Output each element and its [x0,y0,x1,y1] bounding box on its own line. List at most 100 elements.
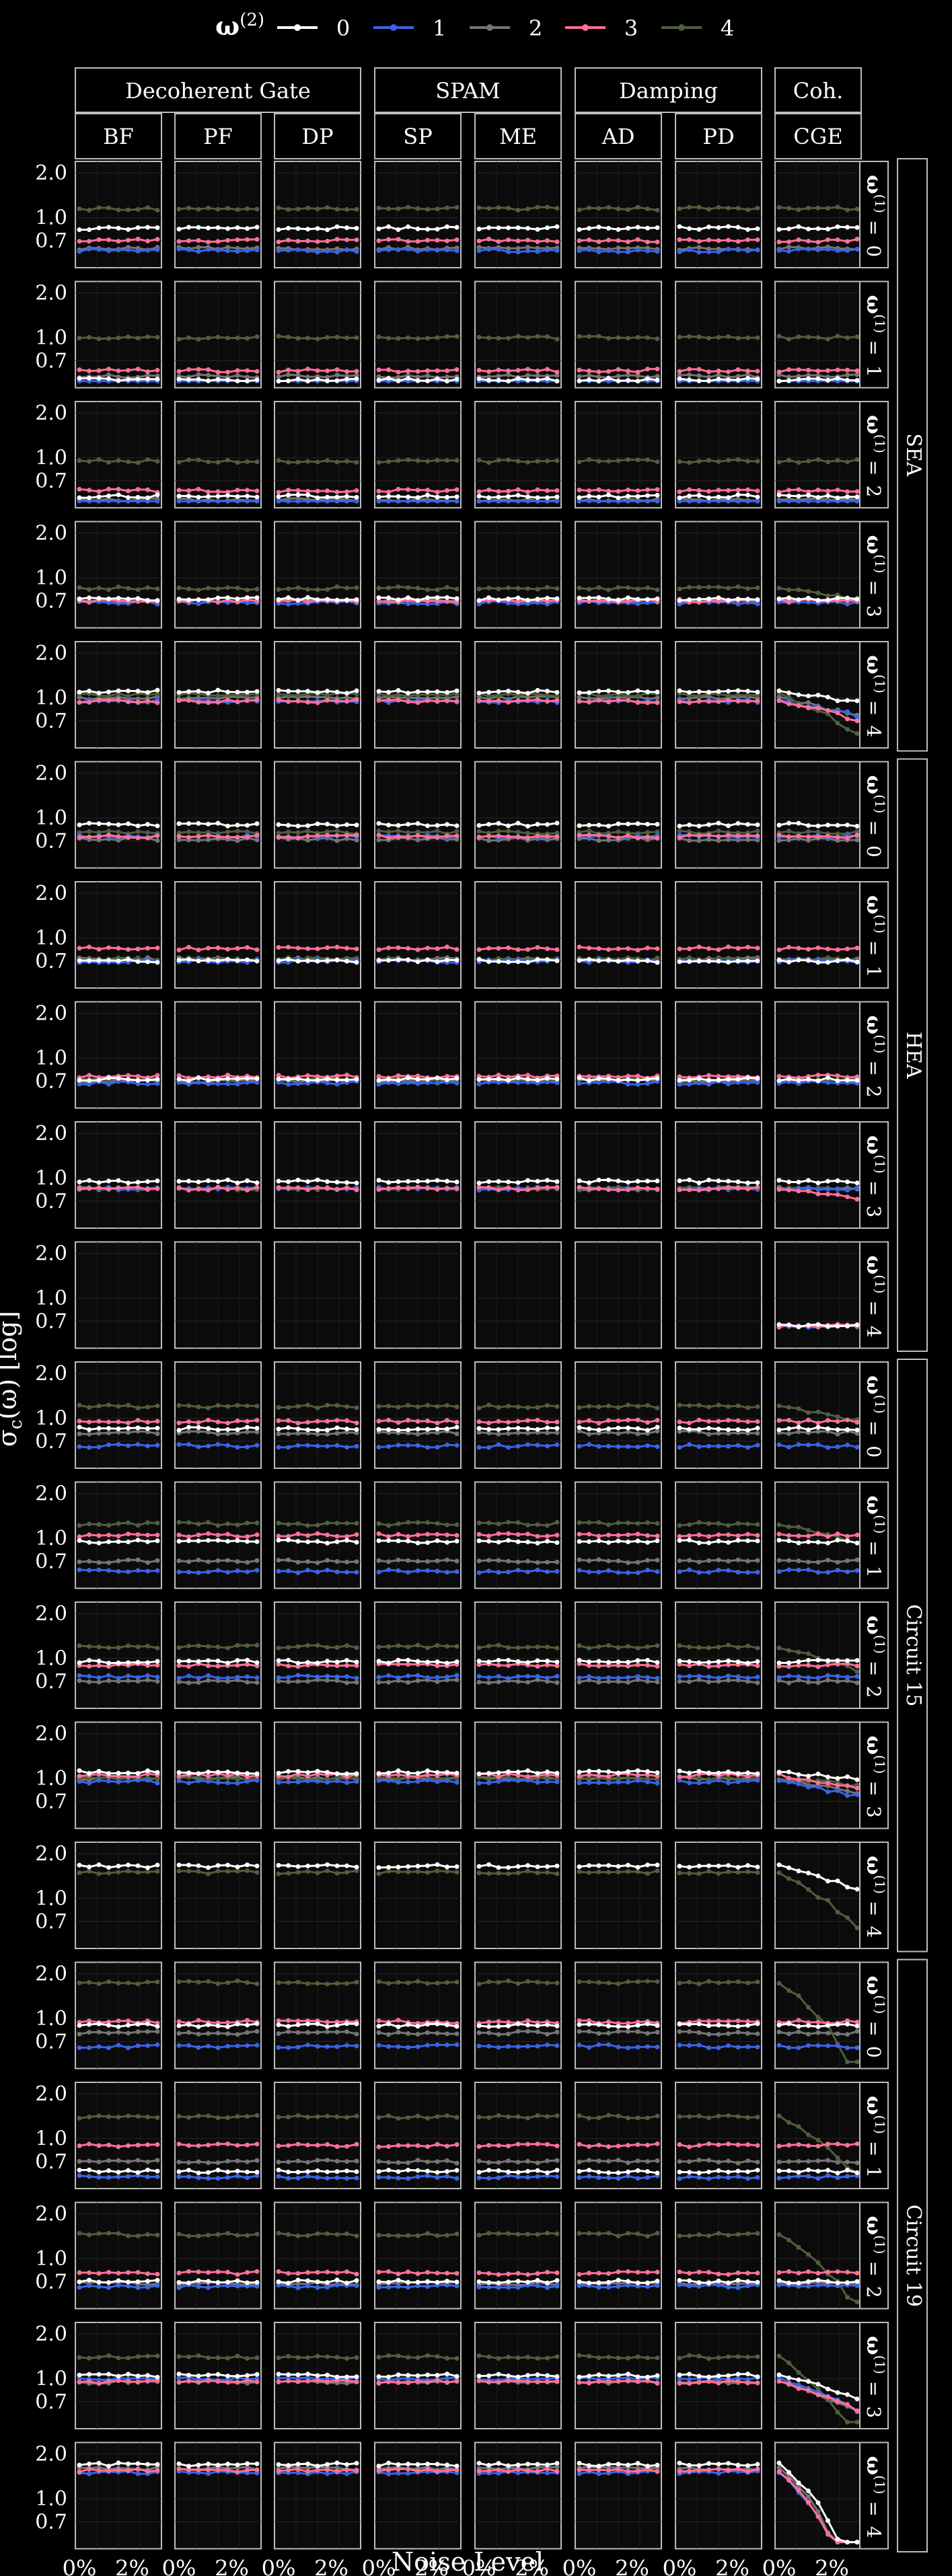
series-point-4 [425,587,430,593]
series-point-3 [415,1418,420,1424]
series-point-4 [344,585,349,591]
series-point-3 [215,1532,221,1538]
series-point-1 [496,498,501,504]
series-point-0 [295,1076,301,1082]
series-point-4 [276,458,281,463]
panel [675,280,762,389]
series-point-1 [406,1443,410,1448]
series-point-3 [305,599,310,605]
series-point-1 [245,601,250,606]
series-point-0 [235,225,240,231]
series-point-2 [696,838,702,843]
series-point-3 [554,1184,560,1190]
series-point-0 [87,1540,91,1545]
series-point-0 [645,1077,650,1082]
series-point-4 [596,459,601,464]
series-point-0 [776,1078,782,1084]
series-point-0 [196,1179,201,1184]
series-point-3 [545,1420,550,1425]
series-point-0 [745,492,750,498]
series-point-1 [354,249,359,254]
series-point-0 [176,821,182,827]
series-point-1 [735,601,741,607]
series-point-0 [425,227,430,232]
panels: 2.01.00.72.01.00.72.01.00.72.01.00.72.01… [35,161,862,2550]
series-point-1 [716,498,721,504]
series-point-1 [435,1445,440,1450]
series-point-3 [706,237,711,243]
series-point-1 [515,250,521,255]
series-point-0 [545,1425,550,1431]
series-point-1 [186,1442,191,1447]
series-point-3 [254,369,260,374]
series-point-0 [155,1425,160,1431]
series-point-3 [655,239,660,245]
series-point-3 [106,1186,111,1192]
series-point-3 [376,1187,381,1192]
series-point-0 [376,1178,381,1183]
series-point-3 [415,1073,420,1079]
series-point-1 [706,1443,711,1449]
series-point-0 [554,821,560,826]
series-point-0 [726,1077,731,1082]
series-point-1 [106,1442,111,1447]
series-point-3 [554,239,560,244]
column-label: PF [203,124,233,149]
series-point-4 [755,459,760,464]
series-point-4 [354,335,359,340]
series-point-1 [155,498,160,504]
series-point-3 [716,1073,721,1079]
series-point-0 [176,690,182,695]
series-point-4 [295,1521,301,1526]
series-point-0 [806,1178,811,1183]
series-point-3 [116,697,121,702]
series-point-4 [186,205,191,211]
series-point-3 [396,1185,401,1190]
series-point-0 [215,595,221,601]
series-point-4 [815,205,821,211]
series-point-3 [815,834,821,839]
series-point-1 [176,498,182,504]
series-point-0 [276,379,281,384]
series-point-3 [606,1418,611,1423]
series-point-0 [126,597,131,602]
series-point-3 [486,369,491,375]
series-point-4 [835,334,840,339]
series-point-4 [415,1404,420,1410]
series-point-3 [196,947,201,952]
series-point-0 [545,822,550,827]
series-point-3 [116,239,121,244]
series-point-0 [687,1077,692,1082]
series-point-4 [776,204,782,210]
series-point-1 [96,498,102,504]
column-label: SP [403,124,432,149]
series-point-4 [276,691,281,697]
series-point-0 [305,689,310,694]
series-point-0 [425,1427,430,1432]
series-point-0 [735,597,741,602]
series-point-1 [706,249,711,254]
series-point-4 [535,334,540,339]
series-point-0 [106,821,111,827]
series-point-0 [454,225,460,230]
series-point-3 [87,600,91,605]
series-point-0 [295,226,301,231]
series-point-4 [206,1405,211,1410]
series-point-4 [116,458,121,463]
series-point-0 [225,1076,230,1082]
series-point-0 [454,1179,460,1184]
series-point-0 [126,1180,131,1186]
series-point-0 [796,821,801,826]
y-tick-label: 1.0 [35,687,67,710]
series-point-3 [626,1187,630,1192]
series-point-0 [305,1077,310,1083]
series-point-0 [726,597,731,603]
series-point-3 [496,1418,501,1424]
series-point-2 [786,244,791,250]
series-point-2 [206,1559,211,1564]
panel [374,641,462,749]
series-point-3 [476,947,482,952]
series-point-0 [145,1539,150,1544]
series-point-1 [96,1444,102,1449]
series-point-4 [554,336,560,342]
